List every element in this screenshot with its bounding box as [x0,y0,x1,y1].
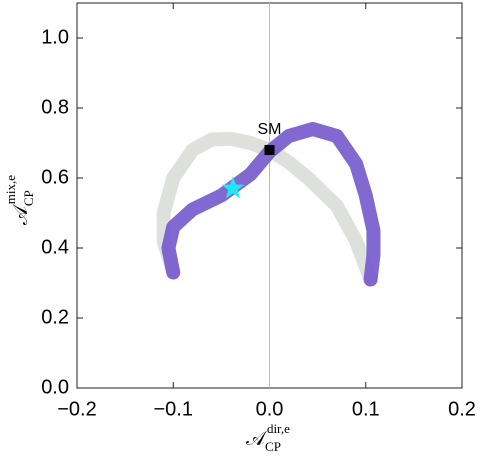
x-label-sup: dir,e [267,421,290,436]
y-label-sup: mix,e [3,175,18,204]
y-tick-label: 0.8 [41,96,69,118]
x-label-main: 𝒜 [246,428,267,450]
sm-point [264,145,275,155]
band [161,122,381,287]
y-label-sub: CP [21,190,36,206]
y-axis-label: 𝒜CPmix,e [3,175,36,225]
band [156,131,378,287]
x-tick-label: −0.2 [57,398,96,420]
x-label-sub: CP [265,439,281,454]
y-tick-label: 0.2 [41,306,69,328]
point-label: SM [258,121,282,138]
star-point [221,176,245,199]
y-tick-label: 1.0 [41,26,69,48]
x-tick-label: 0.2 [448,398,476,420]
y-tick-label: 0.6 [41,166,69,188]
y-axis-label-group: 𝒜CPmix,e [3,175,36,225]
x-tick-label: −0.1 [154,398,193,420]
x-tick-label: 0.1 [352,398,380,420]
x-axis-label: 𝒜CP dir,e [246,421,290,454]
y-tick-label: 0.0 [41,376,69,398]
y-tick-label: 0.4 [41,236,69,258]
x-tick-label: 0.0 [256,398,284,420]
y-label-main: 𝒜 [10,204,32,225]
